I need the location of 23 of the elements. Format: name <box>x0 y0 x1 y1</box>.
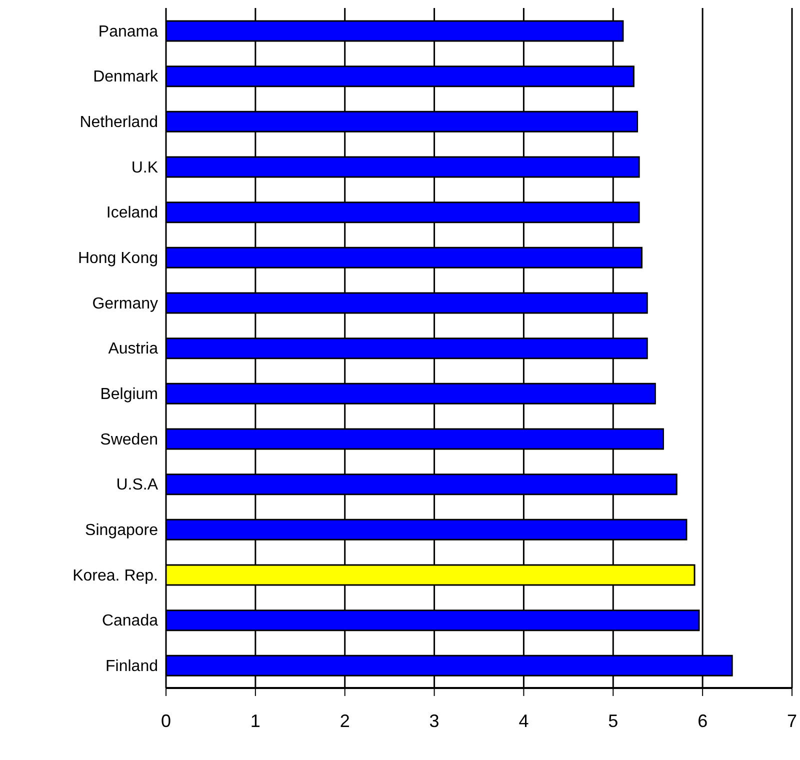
y-tick-label: Belgium <box>100 386 158 404</box>
y-tick-label: Panama <box>98 23 158 40</box>
x-tick-label: 6 <box>698 710 708 731</box>
y-tick-label: Denmark <box>93 68 159 86</box>
y-tick-label: U.K <box>131 159 158 176</box>
y-tick-label: Germany <box>92 295 158 312</box>
x-tick-label: 2 <box>340 710 350 731</box>
y-tick-label: Finland <box>106 658 158 676</box>
y-tick-label: Singapore <box>85 522 158 540</box>
x-tick-label: 7 <box>786 710 798 731</box>
y-tick-label: Iceland <box>106 204 158 222</box>
x-tick-label: 5 <box>608 710 618 731</box>
x-tick-label: 0 <box>160 710 172 731</box>
y-tick-label: Netherland <box>80 114 158 132</box>
x-tick-label: 3 <box>429 710 440 731</box>
y-tick-label: Sweden <box>100 431 158 448</box>
y-tick-label: Canada <box>102 612 158 630</box>
x-tick-label: 4 <box>518 710 529 731</box>
y-tick-label: Austria <box>108 340 158 358</box>
y-tick-label: Hong Kong <box>78 250 158 268</box>
y-tick-label: U.S.A <box>116 476 158 494</box>
x-tick-label: 1 <box>250 710 260 731</box>
y-tick-label: Korea. Rep. <box>72 567 158 584</box>
